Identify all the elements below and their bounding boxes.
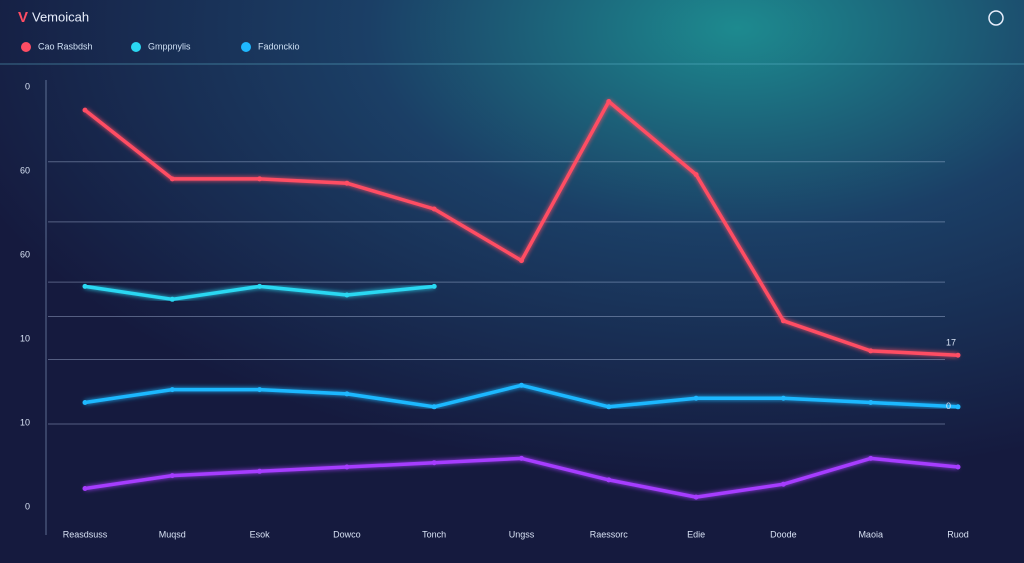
- data-point: [82, 400, 88, 405]
- y-axis-label: 10: [20, 333, 30, 343]
- x-tick-label: Ungss: [509, 529, 535, 539]
- y-axis-label: 60: [20, 249, 30, 259]
- data-point: [519, 382, 524, 388]
- data-point: [868, 455, 874, 461]
- data-point: [693, 395, 699, 401]
- data-point: [169, 176, 175, 182]
- x-tick-label: Tonch: [422, 529, 446, 539]
- legend-swatch: [241, 42, 251, 52]
- data-point: [344, 391, 350, 397]
- x-tick-label: Dowco: [333, 529, 361, 539]
- data-point: [169, 473, 175, 479]
- data-point: [780, 318, 786, 324]
- annotation: 17: [946, 338, 956, 348]
- legend-label: Fadonckio: [258, 41, 300, 51]
- data-point: [82, 107, 88, 113]
- data-point: [606, 404, 612, 410]
- logo: V: [18, 9, 28, 26]
- data-point: [344, 180, 350, 186]
- data-point: [431, 460, 437, 466]
- y-axis-label: 0: [25, 501, 30, 511]
- data-point: [955, 352, 961, 358]
- data-point: [257, 468, 263, 474]
- data-point: [519, 455, 524, 461]
- data-point: [606, 99, 612, 104]
- legend-swatch: [21, 42, 31, 52]
- x-tick-label: Ruod: [947, 529, 969, 539]
- data-point: [257, 387, 263, 393]
- chart-title: Vemoicah: [32, 9, 89, 24]
- data-point: [431, 404, 437, 410]
- legend-swatch: [131, 42, 141, 52]
- data-point: [780, 481, 786, 487]
- data-point: [780, 395, 786, 401]
- data-point: [169, 296, 175, 302]
- x-tick-label: Doode: [770, 529, 797, 539]
- data-point: [955, 464, 961, 470]
- x-tick-label: Maoia: [858, 529, 883, 539]
- annotation: 0: [946, 401, 951, 411]
- data-point: [955, 404, 961, 410]
- x-tick-label: Raessorc: [590, 529, 629, 539]
- data-point: [606, 477, 612, 483]
- x-tick-label: Muqsd: [159, 529, 186, 539]
- data-point: [82, 283, 88, 289]
- data-point: [257, 176, 263, 182]
- data-point: [693, 172, 699, 178]
- data-point: [519, 258, 524, 264]
- y-axis-label: 0: [25, 81, 30, 91]
- x-tick-label: Esok: [250, 529, 271, 539]
- data-point: [344, 464, 350, 470]
- settings-icon[interactable]: [988, 10, 1004, 26]
- data-point: [868, 400, 874, 405]
- legend-label: Cao Rasbdsh: [38, 41, 93, 51]
- x-tick-label: Reasdsuss: [63, 529, 108, 539]
- data-point: [693, 494, 699, 500]
- data-point: [257, 283, 263, 289]
- data-point: [169, 387, 175, 393]
- data-point: [431, 206, 437, 212]
- legend: Cao Rasbdsh Gmppnylis Fadonckio: [21, 41, 300, 52]
- data-point: [82, 486, 88, 491]
- y-axis-label: 60: [20, 165, 30, 175]
- data-point: [344, 292, 350, 298]
- y-axis-label: 10: [20, 417, 30, 427]
- x-tick-label: Edie: [687, 529, 705, 539]
- data-point: [431, 283, 437, 289]
- legend-label: Gmppnylis: [148, 41, 191, 51]
- data-point: [868, 348, 874, 354]
